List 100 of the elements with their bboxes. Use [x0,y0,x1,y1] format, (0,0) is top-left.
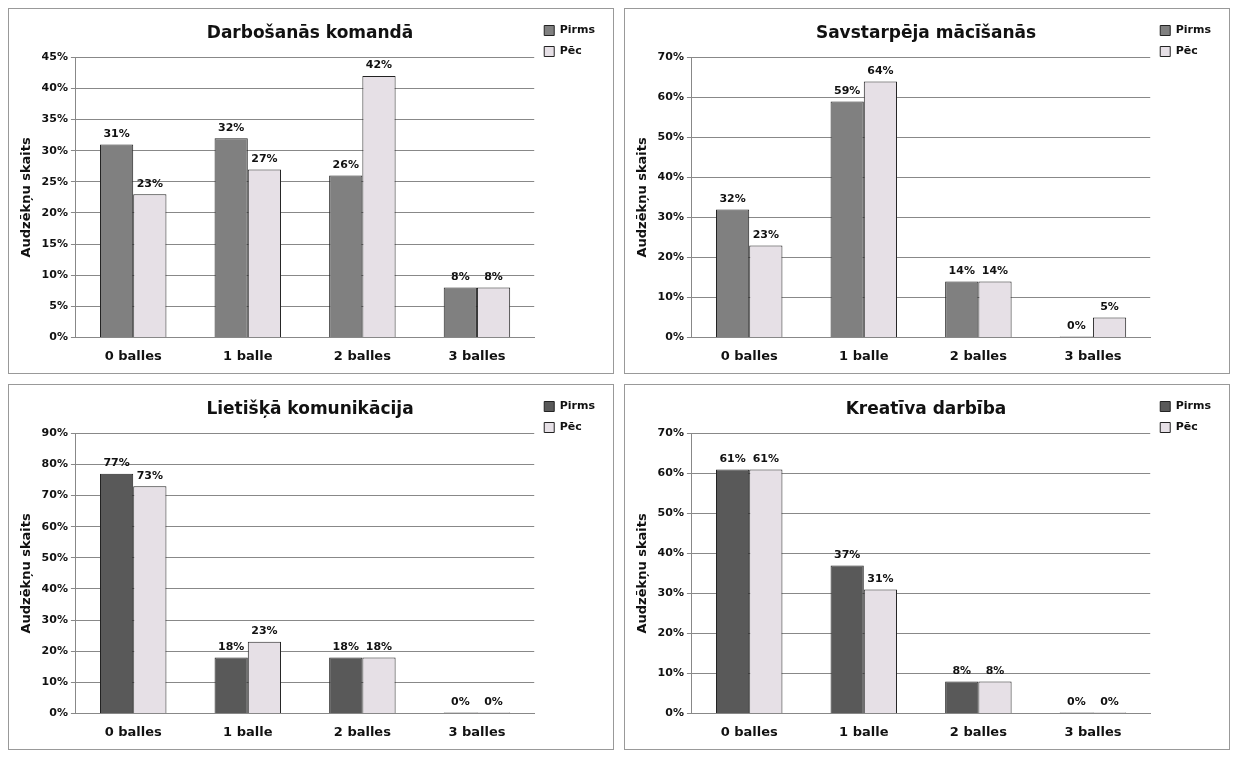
y-axis-title: Audzēkņu skaits [18,513,34,634]
data-label: 77% [103,456,130,470]
y-tick-label: 50% [41,550,68,564]
y-tick-label: 70% [657,426,684,440]
y-tick-label: 60% [657,466,684,480]
y-tick-label: 40% [41,581,68,595]
y-tick-label: 20% [657,250,684,264]
y-tick-label: 45% [41,50,68,64]
y-tick-label: 20% [41,644,68,658]
y-tick-label: 20% [41,205,68,219]
legend-label: Pirms [559,399,596,413]
data-label: 5% [1100,299,1119,313]
data-label: 14% [948,263,975,277]
data-label: 14% [981,263,1009,277]
x-tick-label: 3 balles [1064,347,1122,363]
data-label: 8% [952,663,972,677]
x-tick-label: 1 balle [839,347,889,363]
data-label: 31% [867,571,894,585]
data-label: 8% [484,269,503,283]
y-tick-label: 0% [665,330,684,344]
y-tick-label: 25% [41,174,68,188]
y-tick-label: 60% [41,519,68,533]
data-label: 31% [103,126,130,140]
y-tick-label: 50% [657,130,684,144]
legend-label: Pēc [559,420,582,434]
y-tick-label: 30% [41,143,68,157]
y-axis-title: Audzēkņu skaits [634,137,650,258]
x-tick-label: 2 balles [333,723,392,739]
y-tick-label: 10% [657,666,684,680]
y-tick-label: 0% [665,706,684,720]
data-label: 32% [218,120,245,134]
x-tick-label: 1 balle [223,723,273,739]
x-tick-label: 0 balles [104,723,163,739]
data-label: 37% [834,547,861,561]
x-tick-label: 3 balles [1064,723,1122,739]
y-tick-label: 30% [657,210,684,224]
data-label: 0% [484,694,503,708]
y-axis-title: Audzēkņu skaits [18,137,34,258]
chart-title: Kreatīva darbība [845,397,1007,418]
legend-label: Pēc [1175,420,1198,434]
legend-label: Pirms [1175,23,1212,37]
x-tick-label: 1 balle [223,347,273,363]
y-tick-label: 50% [657,506,684,520]
data-label: 0% [450,694,470,708]
legend-label: Pēc [1175,44,1198,58]
data-label: 23% [752,227,779,241]
x-tick-label: 1 balle [839,723,889,739]
chart-title: Lietišķā komunikācija [206,397,414,418]
legend-label: Pirms [1175,399,1212,413]
y-tick-label: 30% [657,586,684,600]
y-tick-label: 40% [41,81,68,95]
y-tick-label: 10% [41,268,68,282]
chart-title: Darbošanās komandā [206,21,414,42]
x-tick-label: 2 balles [333,347,392,363]
y-tick-label: 30% [41,612,68,626]
data-label: 0% [1066,318,1086,332]
data-label: 0% [1066,694,1086,708]
x-tick-label: 0 balles [104,347,163,363]
data-label: 27% [251,151,278,165]
y-axis-title: Audzēkņu skaits [634,513,650,634]
data-label: 42% [365,58,393,72]
y-tick-label: 0% [49,706,68,720]
y-tick-label: 60% [657,90,684,104]
x-tick-label: 2 balles [949,347,1008,363]
y-tick-label: 10% [657,290,684,304]
data-label: 32% [719,191,746,205]
y-tick-label: 0% [49,330,68,344]
data-label: 73% [136,468,163,482]
y-tick-label: 70% [657,50,684,64]
y-tick-label: 40% [657,546,684,560]
data-label: 8% [450,269,470,283]
data-label: 23% [251,624,278,638]
x-tick-label: 3 balles [448,723,506,739]
legend-label: Pirms [559,23,596,37]
data-label: 23% [136,176,163,190]
y-tick-label: 20% [657,626,684,640]
y-tick-label: 15% [41,236,68,250]
x-tick-label: 3 balles [448,347,506,363]
chart-title: Savstarpēja mācīšanās [815,21,1037,42]
data-label: 0% [1100,694,1119,708]
data-label: 61% [719,451,746,465]
data-label: 18% [332,639,359,653]
y-tick-label: 35% [41,112,68,126]
x-tick-label: 2 balles [949,723,1008,739]
y-tick-label: 5% [49,299,68,313]
data-label: 59% [834,83,861,97]
data-label: 64% [867,63,894,77]
legend-label: Pēc [559,44,582,58]
y-tick-label: 40% [657,170,684,184]
y-tick-label: 70% [41,488,68,502]
y-tick-label: 90% [41,426,68,440]
x-tick-label: 0 balles [720,723,779,739]
data-label: 8% [985,663,1005,677]
data-label: 26% [332,157,359,171]
data-label: 61% [752,451,779,465]
data-label: 18% [365,639,393,653]
y-tick-label: 10% [41,675,68,689]
x-tick-label: 0 balles [720,347,779,363]
data-label: 18% [218,639,245,653]
y-tick-label: 80% [41,457,68,471]
